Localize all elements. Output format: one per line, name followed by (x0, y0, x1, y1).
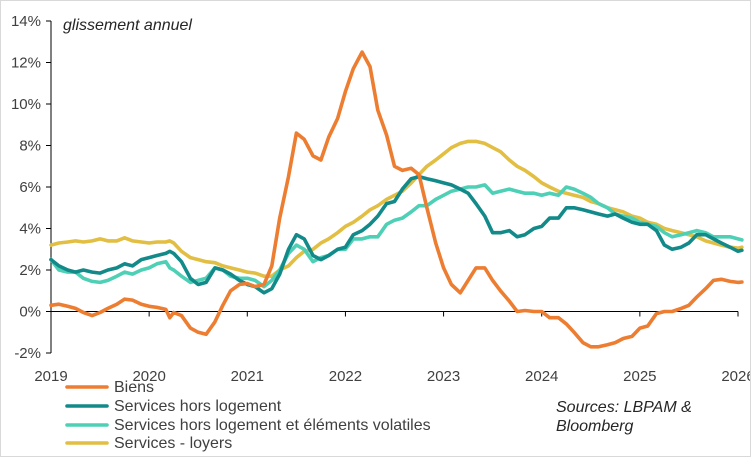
source-line-0: Sources: LBPAM & (556, 399, 692, 416)
x-tick-label: 2023 (427, 368, 460, 385)
source-line-1: Bloomberg (556, 418, 633, 435)
y-tick-label: 8% (19, 138, 41, 155)
x-tick-label: 2021 (231, 368, 264, 385)
x-tick-label: 2026 (721, 368, 750, 385)
y-tick-label: 6% (19, 179, 41, 196)
x-tick-label: 2020 (132, 368, 165, 385)
x-tick-label: 2025 (623, 368, 656, 385)
chart-subtitle: glissement annuel (63, 17, 192, 34)
y-tick-label: 4% (19, 221, 41, 238)
x-tick-label: 2019 (34, 368, 67, 385)
series-line-3 (49, 139, 744, 278)
series-lines (49, 50, 744, 349)
source-note: Sources: LBPAM & Bloomberg (556, 399, 692, 435)
y-tick-label: 10% (11, 96, 41, 113)
x-axis: 2019 2020 2021 2022 2023 2024 2025 2026 (34, 311, 751, 385)
y-tick-label: -2% (14, 345, 41, 362)
x-tick-label: 2022 (329, 368, 362, 385)
legend-label-2: Services hors logement et éléments volat… (114, 417, 431, 434)
legend-label-3: Services - loyers (114, 435, 232, 452)
y-tick-label: 0% (19, 304, 41, 321)
legend-label-0: Biens (114, 379, 154, 396)
y-tick-label: 12% (11, 55, 41, 72)
series-line-2 (49, 183, 744, 289)
y-axis: -2% 0% 2% 4% 6% 8% 10% 12% 14% (11, 13, 52, 362)
legend-label-1: Services hors logement (114, 398, 282, 415)
y-tick-label: 14% (11, 13, 41, 30)
series-line-1 (49, 174, 744, 295)
y-tick-label: 2% (19, 262, 41, 279)
legend: Biens Services hors logement Services hors… (65, 379, 431, 452)
x-tick-label: 2024 (525, 368, 558, 385)
series-line-0 (49, 50, 744, 349)
